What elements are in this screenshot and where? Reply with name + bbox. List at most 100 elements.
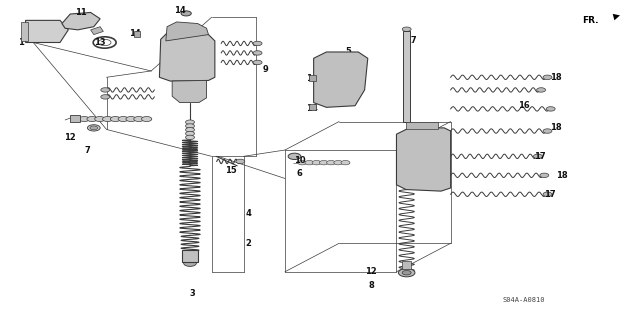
Circle shape <box>179 51 194 59</box>
Circle shape <box>398 269 415 277</box>
Circle shape <box>326 160 335 165</box>
Circle shape <box>338 66 347 70</box>
Circle shape <box>186 120 195 124</box>
Text: 16: 16 <box>518 101 530 110</box>
Bar <box>406 122 438 130</box>
Circle shape <box>341 160 350 165</box>
Circle shape <box>334 160 343 165</box>
Text: 4: 4 <box>246 209 252 218</box>
Polygon shape <box>172 80 207 103</box>
Circle shape <box>319 160 328 165</box>
Circle shape <box>417 173 426 178</box>
Text: 1: 1 <box>17 38 24 47</box>
Text: 17: 17 <box>543 190 556 199</box>
Bar <box>309 75 316 81</box>
Bar <box>70 115 80 122</box>
Circle shape <box>417 135 426 140</box>
Circle shape <box>417 145 426 149</box>
Text: 11: 11 <box>75 8 87 17</box>
Circle shape <box>126 116 136 122</box>
Circle shape <box>325 59 334 64</box>
Text: 14: 14 <box>306 104 317 113</box>
Circle shape <box>100 95 109 99</box>
Text: 8: 8 <box>368 281 374 291</box>
Text: 14: 14 <box>129 28 141 38</box>
Circle shape <box>253 41 262 46</box>
Circle shape <box>417 154 426 159</box>
Text: 12: 12 <box>365 267 377 276</box>
Circle shape <box>413 152 431 161</box>
Circle shape <box>402 271 411 275</box>
Circle shape <box>288 153 301 160</box>
Polygon shape <box>62 12 100 30</box>
Circle shape <box>413 161 431 170</box>
Circle shape <box>338 80 347 84</box>
Circle shape <box>543 192 552 197</box>
Circle shape <box>184 260 196 266</box>
Text: 17: 17 <box>534 152 546 161</box>
Polygon shape <box>91 27 103 34</box>
Bar <box>309 105 316 110</box>
Text: 9: 9 <box>263 65 269 74</box>
Circle shape <box>543 129 552 133</box>
Circle shape <box>100 88 109 92</box>
Polygon shape <box>26 20 68 42</box>
Circle shape <box>413 142 431 151</box>
Polygon shape <box>159 30 215 81</box>
Circle shape <box>172 48 200 62</box>
Circle shape <box>543 75 552 79</box>
Circle shape <box>186 124 195 128</box>
Bar <box>403 32 410 122</box>
Circle shape <box>79 116 90 122</box>
Circle shape <box>253 60 262 65</box>
Circle shape <box>236 159 245 164</box>
Text: FR.: FR. <box>582 17 599 26</box>
Circle shape <box>305 160 314 165</box>
Circle shape <box>141 116 152 122</box>
Circle shape <box>344 73 353 78</box>
Text: 13: 13 <box>94 38 106 47</box>
Text: 18: 18 <box>550 123 561 132</box>
Circle shape <box>540 173 548 178</box>
Text: 18: 18 <box>556 171 568 180</box>
Text: 5: 5 <box>346 48 351 56</box>
Text: 14: 14 <box>174 6 186 15</box>
Circle shape <box>88 125 100 131</box>
Circle shape <box>413 171 431 180</box>
Circle shape <box>335 93 344 97</box>
Polygon shape <box>166 22 209 41</box>
Text: 3: 3 <box>189 289 195 298</box>
Circle shape <box>312 160 321 165</box>
Bar <box>134 31 140 37</box>
Polygon shape <box>314 52 368 107</box>
Bar <box>401 261 411 269</box>
Circle shape <box>186 135 195 140</box>
Circle shape <box>402 27 411 32</box>
Circle shape <box>110 116 120 122</box>
Bar <box>182 250 198 262</box>
Polygon shape <box>396 128 451 191</box>
Circle shape <box>95 116 105 122</box>
Circle shape <box>348 88 356 92</box>
Circle shape <box>183 87 196 93</box>
Text: 10: 10 <box>294 156 305 165</box>
Circle shape <box>253 51 262 55</box>
Circle shape <box>537 88 545 92</box>
Text: 17: 17 <box>405 36 417 45</box>
Circle shape <box>178 84 201 96</box>
Circle shape <box>328 85 337 89</box>
Text: 14: 14 <box>306 74 317 83</box>
Circle shape <box>298 160 307 165</box>
Text: 18: 18 <box>550 73 561 82</box>
Circle shape <box>186 128 195 132</box>
Circle shape <box>118 116 129 122</box>
Text: S04A-A0810: S04A-A0810 <box>502 297 545 303</box>
Text: 15: 15 <box>225 166 237 175</box>
Circle shape <box>546 107 555 111</box>
Circle shape <box>181 11 191 16</box>
Text: 7: 7 <box>84 145 90 154</box>
Circle shape <box>417 164 426 168</box>
Circle shape <box>102 116 113 122</box>
Circle shape <box>413 133 431 142</box>
Text: 12: 12 <box>65 133 76 142</box>
